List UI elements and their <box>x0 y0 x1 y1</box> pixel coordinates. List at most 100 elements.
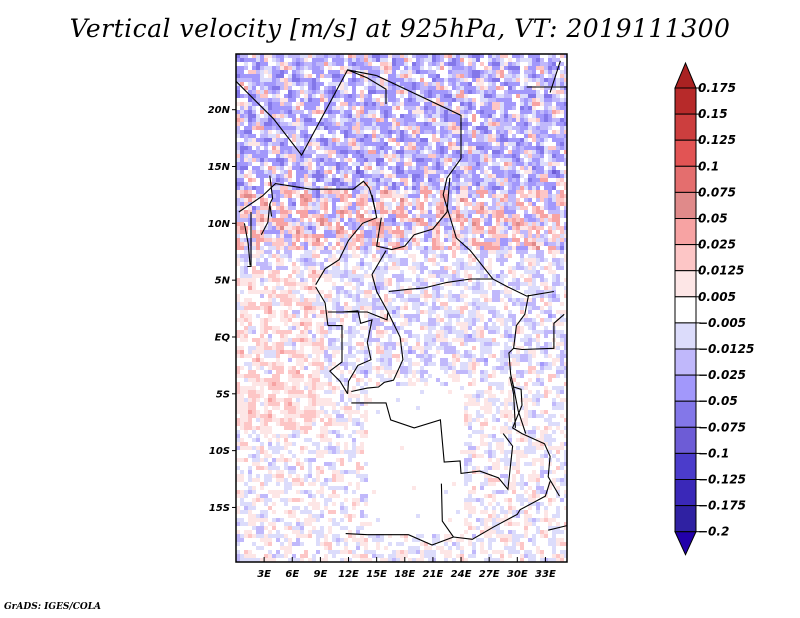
field-cell <box>528 230 532 234</box>
field-cell <box>292 286 296 290</box>
field-cell <box>332 302 336 306</box>
field-cell <box>284 66 288 70</box>
field-cell <box>408 186 412 190</box>
field-cell <box>532 150 536 154</box>
field-cell <box>440 218 444 222</box>
field-cell <box>556 294 560 298</box>
field-cell <box>268 142 272 146</box>
field-cell <box>472 70 476 74</box>
field-cell <box>444 214 448 218</box>
field-cell <box>416 126 420 130</box>
field-cell <box>560 318 564 322</box>
field-cell <box>536 254 540 258</box>
field-cell <box>328 298 332 302</box>
field-cell <box>308 226 312 230</box>
field-cell <box>384 194 388 198</box>
field-cell <box>284 338 288 342</box>
field-cell <box>472 86 476 90</box>
field-cell <box>536 334 540 338</box>
field-cell <box>308 222 312 226</box>
field-cell <box>380 110 384 114</box>
field-cell <box>392 242 396 246</box>
field-cell <box>276 294 280 298</box>
field-cell <box>380 254 384 258</box>
field-cell <box>388 158 392 162</box>
field-cell <box>532 186 536 190</box>
field-cell <box>556 258 560 262</box>
field-cell <box>468 318 472 322</box>
field-cell <box>256 262 260 266</box>
field-cell <box>324 274 328 278</box>
field-cell <box>548 262 552 266</box>
field-cell <box>484 182 488 186</box>
field-cell <box>344 306 348 310</box>
field-cell <box>468 322 472 326</box>
field-cell <box>380 234 384 238</box>
field-cell <box>480 302 484 306</box>
field-cell <box>248 318 252 322</box>
field-cell <box>428 150 432 154</box>
field-cell <box>460 66 464 70</box>
field-cell <box>308 122 312 126</box>
field-cell <box>372 178 376 182</box>
field-cell <box>404 62 408 66</box>
field-cell <box>360 266 364 270</box>
field-cell <box>360 54 364 58</box>
field-cell <box>404 86 408 90</box>
field-cell <box>344 158 348 162</box>
field-cell <box>444 150 448 154</box>
field-cell <box>516 114 520 118</box>
field-cell <box>276 110 280 114</box>
field-cell <box>532 338 536 342</box>
field-cell <box>432 106 436 110</box>
field-cell <box>516 346 520 350</box>
field-cell <box>248 154 252 158</box>
field-cell <box>352 142 356 146</box>
field-cell <box>312 82 316 86</box>
field-cell <box>448 90 452 94</box>
field-cell <box>416 346 420 350</box>
field-cell <box>352 230 356 234</box>
field-cell <box>268 294 272 298</box>
field-cell <box>460 210 464 214</box>
field-cell <box>536 142 540 146</box>
field-cell <box>524 290 528 294</box>
field-cell <box>436 222 440 226</box>
field-cell <box>436 230 440 234</box>
field-cell <box>328 66 332 70</box>
field-cell <box>488 338 492 342</box>
field-cell <box>524 322 528 326</box>
field-cell <box>496 242 500 246</box>
field-cell <box>300 74 304 78</box>
field-cell <box>420 322 424 326</box>
field-cell <box>332 254 336 258</box>
field-cell <box>520 310 524 314</box>
field-cell <box>236 126 240 130</box>
field-cell <box>328 330 332 334</box>
field-cell <box>504 222 508 226</box>
field-cell <box>524 246 528 250</box>
field-cell <box>532 66 536 70</box>
field-cell <box>432 342 436 346</box>
field-cell <box>332 102 336 106</box>
field-cell <box>480 182 484 186</box>
field-cell <box>388 306 392 310</box>
field-cell <box>248 302 252 306</box>
field-cell <box>292 322 296 326</box>
field-cell <box>332 274 336 278</box>
field-cell <box>388 182 392 186</box>
field-cell <box>464 214 468 218</box>
field-cell <box>292 54 296 58</box>
field-cell <box>340 242 344 246</box>
field-cell <box>300 278 304 282</box>
field-cell <box>476 202 480 206</box>
field-cell <box>508 74 512 78</box>
field-cell <box>476 154 480 158</box>
field-cell <box>284 218 288 222</box>
field-cell <box>480 234 484 238</box>
field-cell <box>532 86 536 90</box>
field-cell <box>256 118 260 122</box>
field-cell <box>352 242 356 246</box>
field-cell <box>292 206 296 210</box>
field-cell <box>392 174 396 178</box>
